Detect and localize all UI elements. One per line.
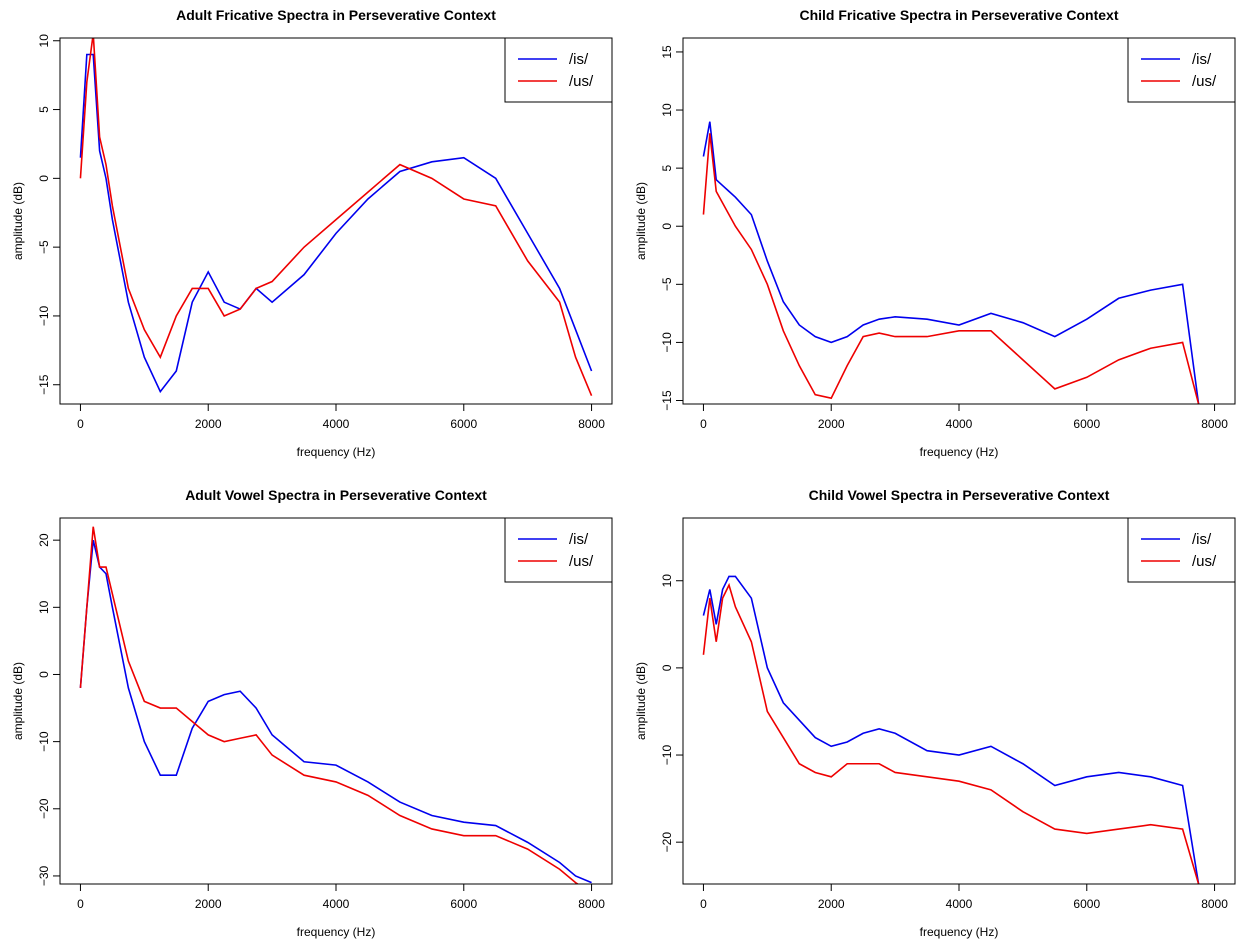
legend-box <box>1127 37 1236 103</box>
y-tick-label: 10 <box>37 600 51 614</box>
legend-box <box>504 517 613 583</box>
x-tick-label: 4000 <box>323 897 350 911</box>
x-tick-label: 2000 <box>195 417 222 431</box>
legend-label: /is/ <box>1192 531 1212 548</box>
legend-label: /us/ <box>569 553 594 570</box>
y-tick-label: −10 <box>37 305 51 326</box>
line <box>79 526 580 884</box>
legend: /is/ /us/ <box>504 517 613 583</box>
line <box>79 38 593 397</box>
legend: /is/ /us/ <box>504 37 613 103</box>
y-tick-label: 20 <box>37 533 51 547</box>
chart-title: Child Fricative Spectra in Perseverative… <box>799 7 1118 23</box>
y-axis-label: amplitude (dB) <box>11 182 25 260</box>
x-tick-label: 2000 <box>195 897 222 911</box>
panel: Child Vowel Spectra in Perseverative Con… <box>634 487 1236 939</box>
y-axis-label: amplitude (dB) <box>634 662 648 740</box>
plot-frame <box>682 517 1236 885</box>
x-tick-label: 4000 <box>323 417 350 431</box>
x-tick-label: 4000 <box>946 417 973 431</box>
legend-label: /us/ <box>1192 553 1217 570</box>
y-axis-label: amplitude (dB) <box>634 182 648 260</box>
x-axis-label: frequency (Hz) <box>297 445 376 459</box>
y-tick-label: −30 <box>37 865 51 886</box>
legend: /is/ /us/ <box>1127 37 1236 103</box>
chart-title: Adult Fricative Spectra in Perseverative… <box>176 7 496 23</box>
plot-frame <box>59 517 613 885</box>
y-tick-label: −10 <box>660 332 674 353</box>
y-tick-label: 10 <box>37 34 51 48</box>
y-tick-label: 0 <box>660 664 674 671</box>
x-tick-label: 0 <box>700 897 707 911</box>
y-tick-label: 10 <box>660 574 674 588</box>
x-tick-label: 2000 <box>818 417 845 431</box>
legend-label: /is/ <box>1192 51 1212 68</box>
legend-label: /is/ <box>569 531 589 548</box>
y-tick-label: −5 <box>660 277 674 291</box>
x-tick-label: 0 <box>700 417 707 431</box>
x-tick-label: 0 <box>77 897 84 911</box>
legend-label: /is/ <box>569 51 589 68</box>
legend: /is/ /us/ <box>1127 517 1236 583</box>
y-tick-label: −5 <box>37 240 51 254</box>
x-tick-label: 6000 <box>450 897 477 911</box>
y-tick-label: −15 <box>37 374 51 395</box>
x-axis-label: frequency (Hz) <box>920 925 999 939</box>
y-tick-label: −20 <box>660 832 674 853</box>
y-tick-label: −15 <box>660 390 674 411</box>
line <box>702 133 1200 404</box>
x-tick-label: 6000 <box>1073 897 1100 911</box>
y-tick-label: 10 <box>660 103 674 117</box>
x-axis-label: frequency (Hz) <box>297 925 376 939</box>
line <box>702 582 1200 884</box>
x-tick-label: 2000 <box>818 897 845 911</box>
y-tick-label: −10 <box>37 731 51 752</box>
y-tick-label: 0 <box>660 223 674 230</box>
y-tick-label: 15 <box>660 45 674 59</box>
x-tick-label: 8000 <box>1201 897 1228 911</box>
panel: Adult Vowel Spectra in Perseverative Con… <box>11 487 613 939</box>
line <box>702 575 1200 884</box>
y-tick-label: −10 <box>660 745 674 766</box>
legend-box <box>504 37 613 103</box>
plot-frame <box>59 37 613 405</box>
y-tick-label: −20 <box>37 798 51 819</box>
chart-title: Adult Vowel Spectra in Perseverative Con… <box>185 487 487 503</box>
legend-box <box>1127 517 1236 583</box>
y-tick-label: 0 <box>37 175 51 182</box>
x-tick-label: 0 <box>77 417 84 431</box>
x-axis-label: frequency (Hz) <box>920 445 999 459</box>
y-tick-label: 0 <box>37 671 51 678</box>
x-tick-label: 8000 <box>578 417 605 431</box>
line <box>79 539 592 884</box>
x-tick-label: 8000 <box>578 897 605 911</box>
x-tick-label: 8000 <box>1201 417 1228 431</box>
y-tick-label: 5 <box>37 106 51 113</box>
legend-label: /us/ <box>569 73 594 90</box>
line <box>79 53 593 394</box>
plot-frame <box>682 37 1236 405</box>
x-tick-label: 6000 <box>1073 417 1100 431</box>
y-axis-label: amplitude (dB) <box>11 662 25 740</box>
legend-label: /us/ <box>1192 73 1217 90</box>
x-tick-label: 4000 <box>946 897 973 911</box>
panel: Adult Fricative Spectra in Perseverative… <box>11 7 613 459</box>
y-tick-label: 5 <box>660 164 674 171</box>
line <box>702 121 1200 404</box>
chart-title: Child Vowel Spectra in Perseverative Con… <box>809 487 1110 503</box>
x-tick-label: 6000 <box>450 417 477 431</box>
panel: Child Fricative Spectra in Perseverative… <box>634 7 1236 459</box>
